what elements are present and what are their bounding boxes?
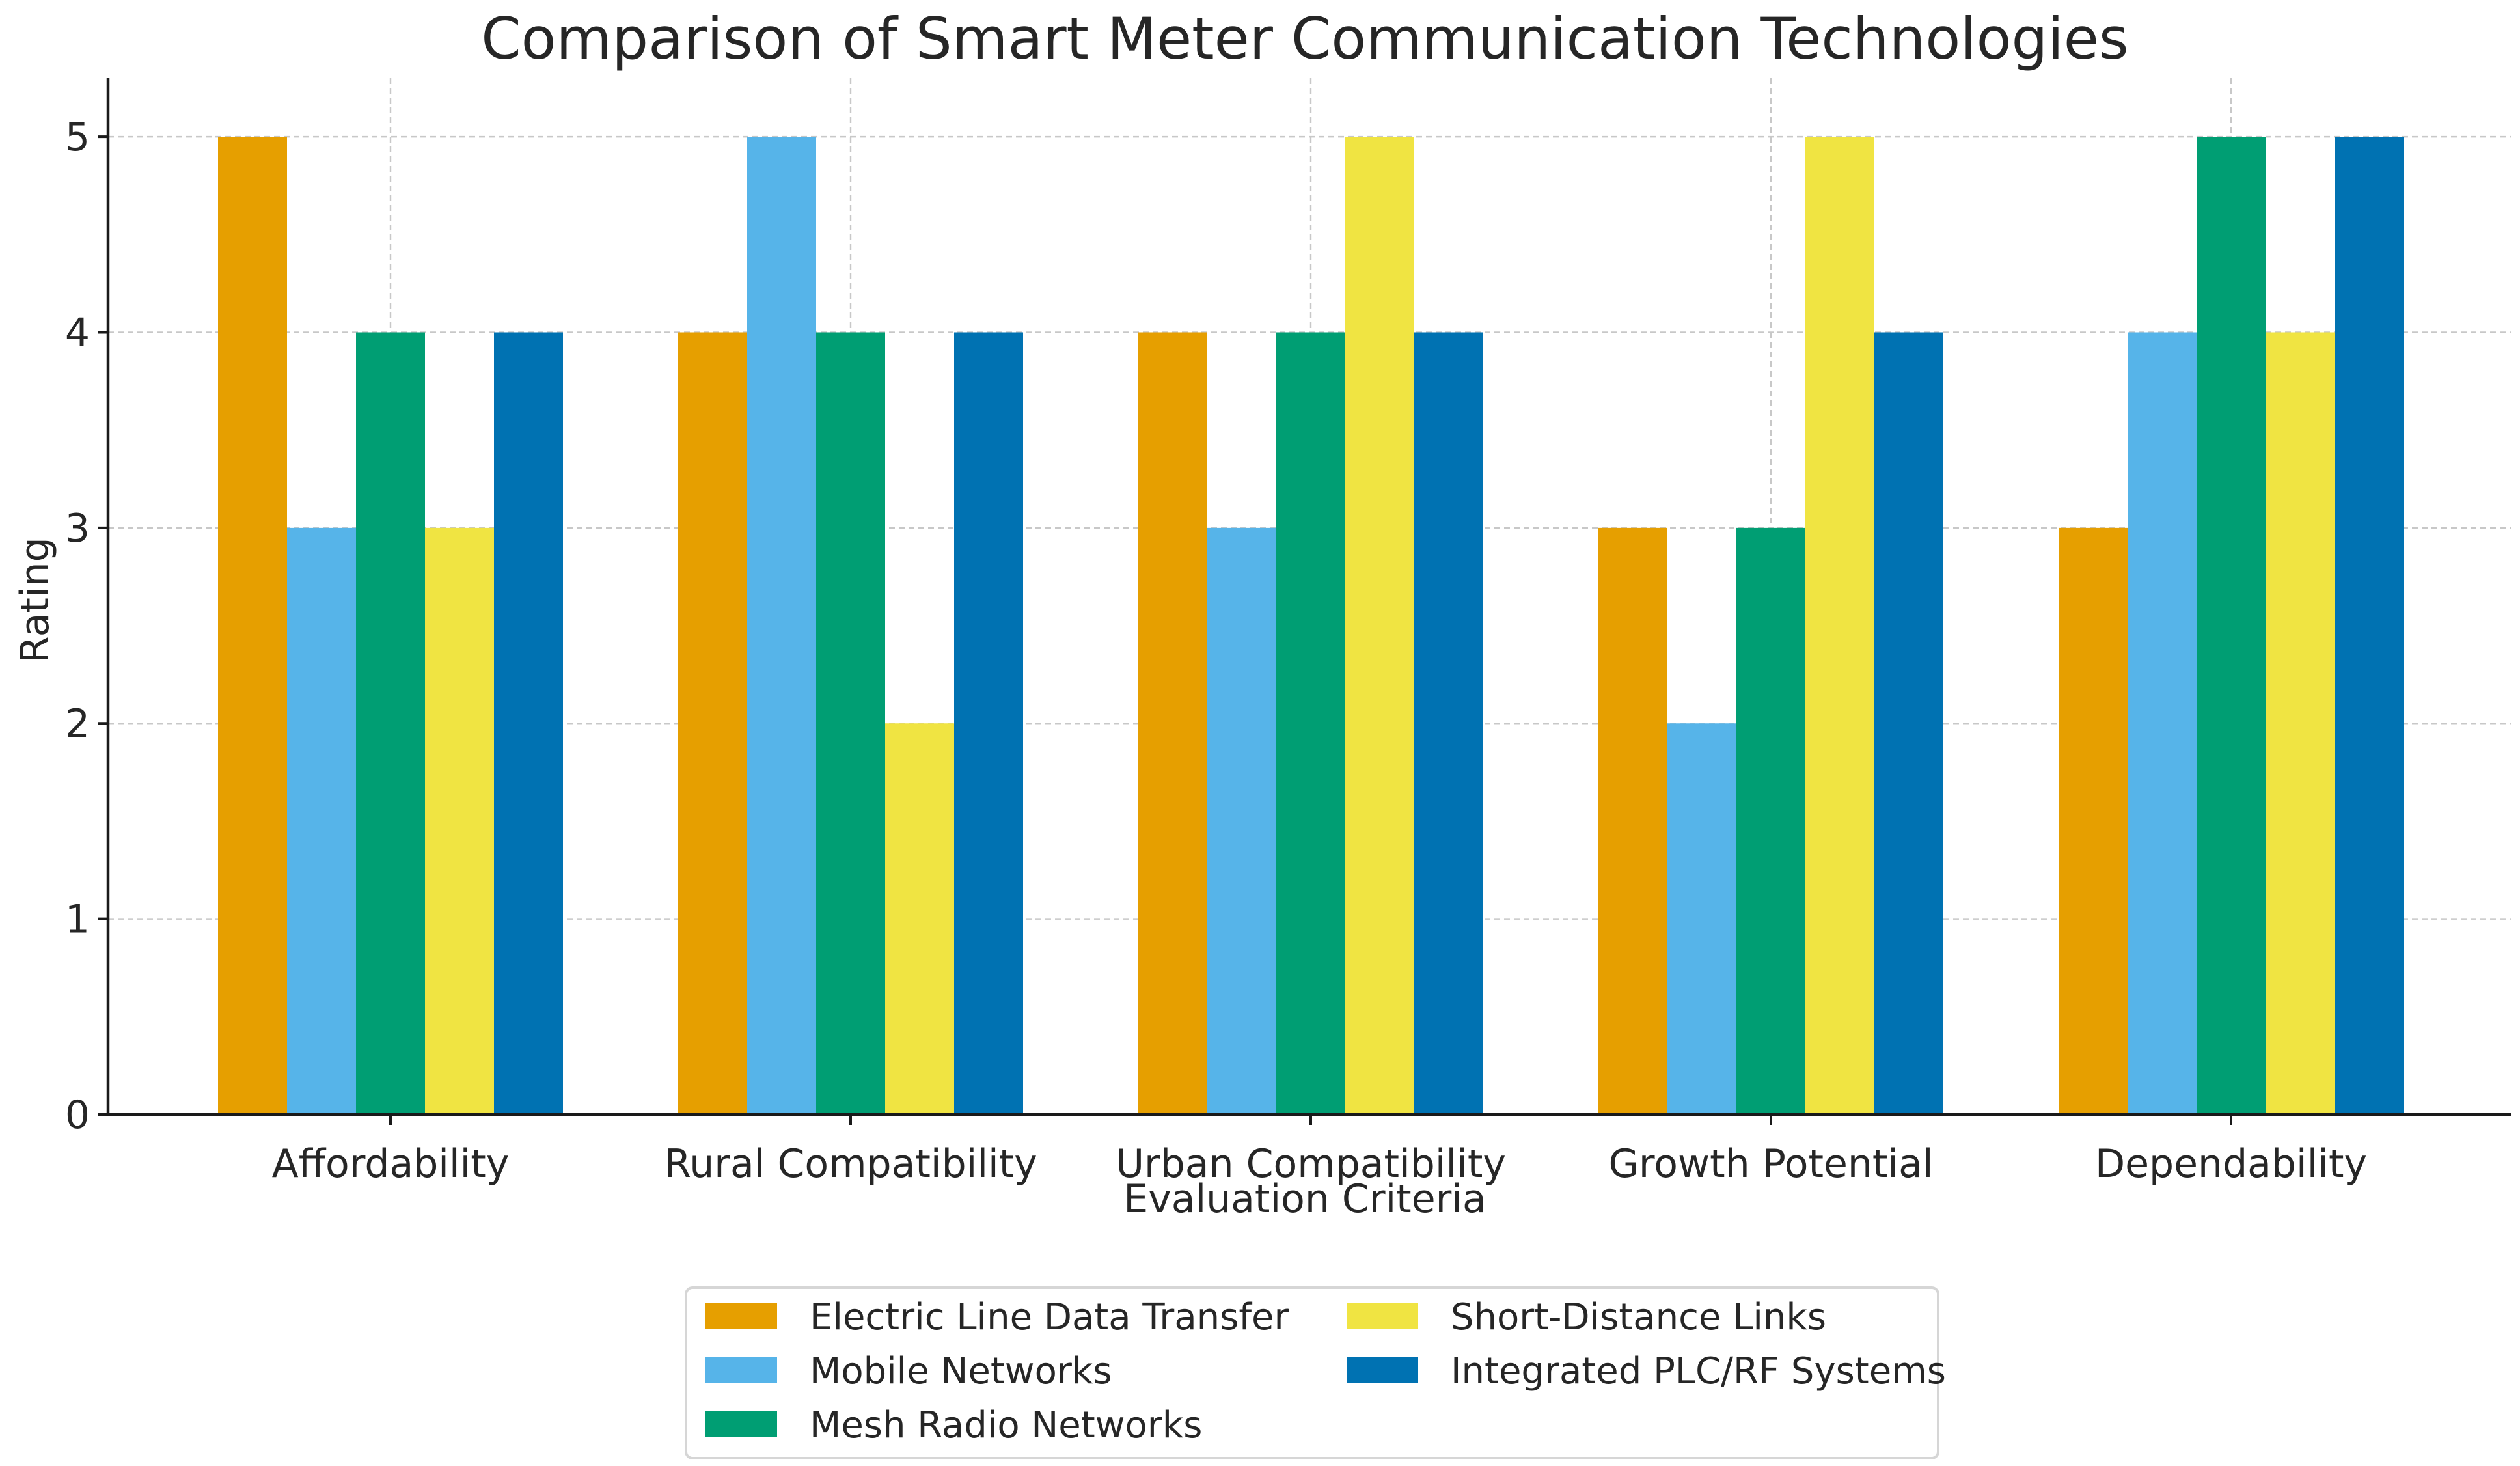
legend-swatch (705, 1357, 777, 1383)
bar (2197, 137, 2266, 1115)
bar (678, 332, 747, 1114)
legend-label: Mobile Networks (810, 1350, 1112, 1392)
bar (1874, 332, 1943, 1114)
bar (2059, 527, 2128, 1114)
bar (287, 527, 356, 1114)
legend-label: Integrated PLC/RF Systems (1451, 1350, 1946, 1392)
bar (1667, 723, 1736, 1114)
bar (747, 137, 816, 1115)
bar (885, 723, 954, 1114)
bar (1736, 527, 1805, 1114)
bar (816, 332, 885, 1114)
legend-label: Short-Distance Links (1451, 1296, 1826, 1338)
bars (218, 137, 2404, 1115)
y-tick-label: 3 (65, 506, 90, 551)
bar (356, 332, 425, 1114)
bar (2128, 332, 2197, 1114)
bar (1138, 332, 1207, 1114)
bar (954, 332, 1023, 1114)
y-tick-label: 4 (65, 310, 90, 355)
y-tick-label: 1 (65, 897, 90, 943)
bar (1207, 527, 1276, 1114)
x-tick-label: Growth Potential (1608, 1141, 1933, 1187)
legend-swatch (705, 1411, 777, 1437)
y-tick-label: 5 (65, 115, 90, 160)
bar (2266, 332, 2335, 1114)
bar (1276, 332, 1345, 1114)
bar (1414, 332, 1483, 1114)
legend-label: Mesh Radio Networks (810, 1404, 1202, 1446)
bar (2335, 137, 2404, 1115)
x-tick-label: Affordability (272, 1141, 510, 1187)
y-tick-label: 2 (65, 701, 90, 747)
chart-title: Comparison of Smart Meter Communication … (481, 5, 2129, 72)
legend-label: Electric Line Data Transfer (810, 1296, 1289, 1338)
bar (1805, 137, 1874, 1115)
bar (425, 527, 494, 1114)
x-tick-label: Rural Compatibility (664, 1141, 1037, 1187)
axes (98, 78, 2511, 1125)
tick-labels: 0 1 2 3 4 5 Affordability Rural Compatibility Ur… (65, 115, 2367, 1187)
bar (1345, 137, 1414, 1115)
legend-frame (685, 1286, 1939, 1459)
legend-swatch (1347, 1303, 1418, 1329)
bar (1598, 527, 1667, 1114)
legend: Electric Line Data Transfer Mobile Networ… (685, 1286, 1946, 1459)
x-tick-label: Urban Compatibility (1116, 1141, 1506, 1187)
x-tick-label: Dependability (2095, 1141, 2367, 1187)
bar (494, 332, 563, 1114)
y-tick-label: 0 (65, 1092, 90, 1138)
y-axis-title: Rating (12, 537, 58, 663)
bar (218, 137, 287, 1115)
legend-swatch (1347, 1357, 1418, 1383)
legend-swatch (705, 1303, 777, 1329)
x-axis-title: Evaluation Criteria (1123, 1176, 1486, 1222)
